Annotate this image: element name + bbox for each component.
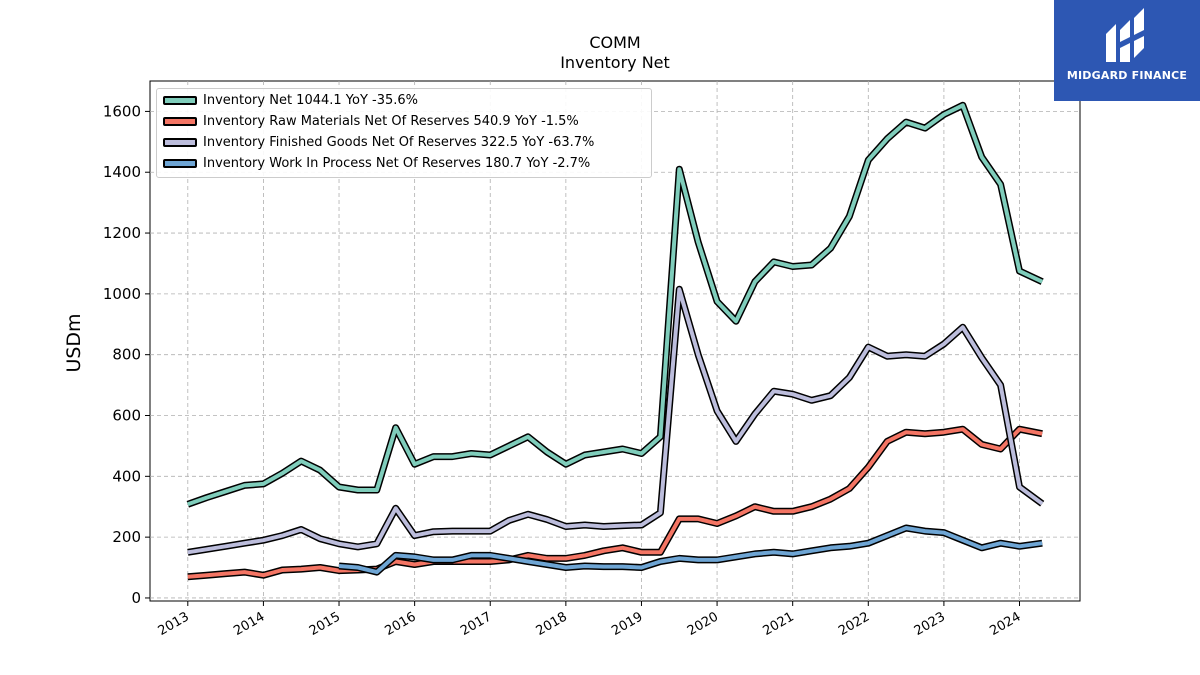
legend-swatch (163, 95, 197, 105)
y-axis-ticks: 0 200 400 600 800 1000 1200 1400 1600 (103, 102, 150, 607)
data-series (186, 101, 1045, 581)
y-tick-label: 1200 (103, 224, 141, 242)
legend-label: Inventory Work In Process Net Of Reserve… (203, 155, 591, 171)
x-tick-label: 2016 (382, 609, 418, 639)
legend-swatch (163, 116, 197, 126)
legend-label: Inventory Raw Materials Net Of Reserves … (203, 113, 579, 129)
series-outline-inventory-finished-goods-net-of-reserves (187, 285, 1045, 556)
legend-item-work-in-process: Inventory Work In Process Net Of Reserve… (163, 154, 590, 172)
x-tick-label: 2018 (534, 609, 570, 639)
y-tick-label: 200 (112, 528, 141, 546)
y-tick-label: 1600 (103, 102, 141, 120)
x-axis-ticks: 2013 2014 2015 2016 2017 2018 2019 2020 2021 2022… (156, 601, 1024, 639)
series-line-inventory-work-in-process-net-of-reserves (338, 526, 1043, 575)
series-line-inventory-finished-goods-net-of-reserves (187, 287, 1044, 555)
series-line-inventory-net (187, 103, 1044, 507)
y-tick-label: 600 (112, 407, 141, 425)
legend-item-inventory-net: Inventory Net 1044.1 YoY -35.6% (163, 91, 418, 109)
logo-mark-icon (1106, 8, 1144, 62)
legend-swatch (163, 158, 197, 168)
x-tick-label: 2022 (836, 609, 872, 639)
x-tick-label: 2019 (609, 609, 645, 639)
x-tick-label: 2023 (912, 609, 948, 639)
chart-subtitle: Inventory Net (560, 53, 670, 72)
series-line-inventory-raw-materials-net-of-reserves (187, 427, 1043, 579)
chart-legend: Inventory Net 1044.1 YoY -35.6% Inventor… (156, 88, 652, 178)
x-tick-label: 2020 (685, 609, 721, 639)
x-tick-label: 2015 (307, 609, 343, 639)
legend-item-raw-materials: Inventory Raw Materials Net Of Reserves … (163, 112, 579, 130)
logo-text: MIDGARD FINANCE (1066, 69, 1188, 82)
legend-label: Inventory Net 1044.1 YoY -35.6% (203, 92, 419, 108)
x-tick-label: 2021 (761, 609, 797, 639)
midgard-finance-logo: MIDGARD FINANCE (1054, 0, 1200, 101)
y-tick-label: 800 (112, 346, 141, 364)
x-tick-label: 2013 (156, 609, 192, 639)
y-tick-label: 1400 (103, 163, 141, 181)
y-tick-label: 1000 (103, 285, 141, 303)
legend-label: Inventory Finished Goods Net Of Reserves… (203, 134, 595, 150)
x-tick-label: 2017 (458, 609, 494, 639)
y-tick-label: 400 (112, 467, 141, 485)
plot-area (149, 80, 1081, 602)
legend-swatch (163, 137, 197, 147)
y-axis-label: USDm (63, 313, 85, 372)
x-tick-label: 2024 (987, 609, 1023, 639)
chart-title: COMM (589, 33, 641, 52)
legend-item-finished-goods: Inventory Finished Goods Net Of Reserves… (163, 133, 594, 151)
x-tick-label: 2014 (231, 609, 267, 639)
y-tick-label: 0 (131, 589, 141, 607)
